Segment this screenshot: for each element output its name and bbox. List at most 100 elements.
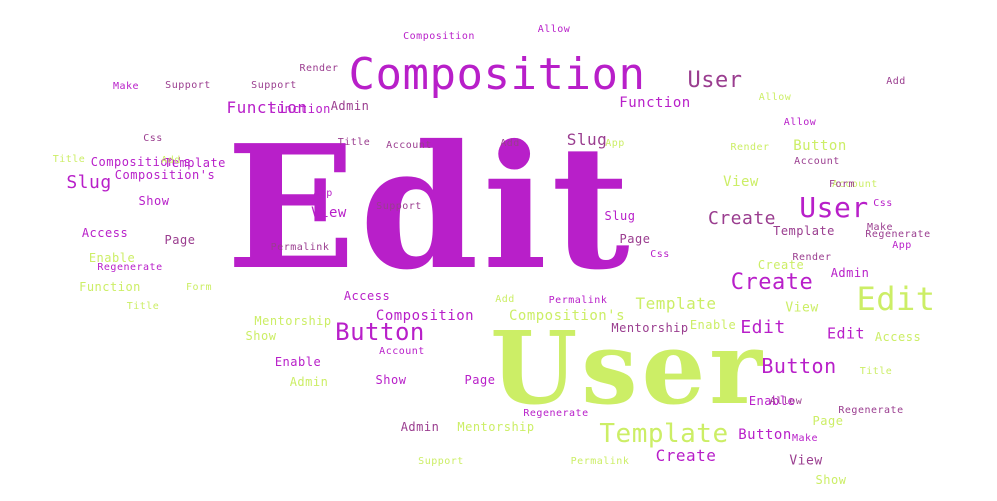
word-composition-s: Composition's [508, 308, 626, 324]
word-make: Make [791, 433, 819, 444]
word-edit: Edit [740, 317, 786, 338]
word-access: Access [343, 289, 391, 303]
word-title: Title [337, 137, 371, 148]
word-slug: Slug [566, 130, 608, 149]
word-regenerate: Regenerate [97, 262, 163, 273]
word-support: Support [418, 456, 464, 467]
word-support: Support [251, 80, 297, 91]
word-function: Function [226, 98, 308, 117]
word-allow: Allow [783, 117, 817, 128]
word-support: Support [376, 201, 422, 212]
word-permalink: Permalink [548, 295, 608, 306]
word-enable: Enable [689, 318, 737, 332]
word-account: Account [386, 140, 432, 151]
word-account: Account [832, 179, 878, 190]
word-make: Make [112, 81, 140, 92]
word-app: App [605, 138, 625, 149]
word-template: Template [773, 224, 835, 238]
word-regenerate: Regenerate [523, 408, 589, 419]
word-allow: Allow [758, 92, 792, 103]
word-view: View [723, 174, 759, 190]
word-template: Template [599, 419, 729, 449]
word-admin: Admin [400, 420, 440, 434]
word-button: Button [793, 138, 847, 154]
word-page: Page [812, 414, 844, 428]
word-page: Page [164, 233, 196, 247]
word-view: View [789, 453, 823, 469]
word-render: Render [730, 142, 770, 153]
word-add: Add [500, 138, 520, 149]
word-show: Show [138, 194, 170, 208]
word-user: User [687, 68, 743, 93]
word-enable: Enable [274, 355, 322, 369]
word-composition: Composition [403, 31, 475, 42]
word-permalink: Permalink [570, 456, 630, 467]
word-render: Render [299, 63, 339, 74]
word-function: Function [269, 102, 331, 116]
word-create: Create [730, 270, 814, 295]
word-app: App [313, 188, 333, 199]
word-page: Page [464, 373, 496, 387]
word-add: Add [495, 294, 515, 305]
word-allow: Allow [769, 396, 803, 407]
word-page: Page [619, 232, 651, 246]
word-app: App [892, 240, 912, 251]
word-mentorship: Mentorship [254, 314, 332, 328]
word-user: User [799, 191, 869, 224]
word-regenerate: Regenerate [865, 229, 931, 240]
word-user: User [490, 309, 766, 427]
word-edit: Edit [856, 280, 936, 318]
word-title: Title [52, 154, 86, 165]
word-add: Add [886, 76, 906, 87]
word-function: Function [619, 95, 691, 111]
word-view: View [311, 205, 347, 221]
word-make: Make [866, 222, 894, 233]
word-css: Css [650, 249, 670, 260]
word-view: View [785, 300, 819, 316]
word-admin: Admin [330, 99, 370, 113]
word-composition-s: Composition's [114, 168, 216, 182]
word-access: Access [81, 226, 129, 240]
word-button: Button [335, 318, 425, 346]
word-regenerate: Regenerate [838, 405, 904, 416]
word-composition-s: Composition's [90, 155, 192, 169]
word-function: Function [79, 280, 141, 294]
word-access: Access [874, 330, 922, 344]
word-template: Template [164, 156, 226, 170]
word-allow: Allow [537, 24, 571, 35]
word-add: Add [161, 155, 181, 166]
word-title: Title [126, 301, 160, 312]
word-create: Create [757, 258, 805, 272]
word-support: Support [165, 80, 211, 91]
word-show: Show [815, 473, 847, 487]
word-admin: Admin [830, 266, 870, 280]
word-account: Account [794, 156, 840, 167]
word-permalink: Permalink [270, 242, 330, 253]
word-enable: Enable [88, 251, 136, 265]
word-slug: Slug [66, 172, 112, 193]
word-mentorship: Mentorship [611, 321, 689, 335]
word-button: Button [761, 354, 837, 378]
word-composition: Composition [348, 49, 646, 100]
word-render: Render [792, 252, 832, 263]
word-show: Show [375, 373, 407, 387]
word-create: Create [707, 208, 777, 229]
word-enable: Enable [748, 394, 796, 408]
word-edit: Edit [226, 108, 634, 308]
word-show: Show [245, 329, 277, 343]
word-button: Button [738, 427, 792, 443]
word-title: Title [859, 366, 893, 377]
word-slug: Slug [604, 209, 636, 223]
word-form: Form [185, 282, 213, 293]
word-account: Account [379, 346, 425, 357]
word-edit: Edit [826, 324, 866, 343]
word-admin: Admin [289, 375, 329, 389]
word-template: Template [635, 294, 717, 313]
word-css: Css [143, 133, 163, 144]
word-form: Form [828, 179, 856, 190]
word-create: Create [655, 446, 717, 465]
word-composition: Composition [375, 308, 475, 324]
word-css: Css [873, 198, 893, 209]
word-mentorship: Mentorship [457, 420, 535, 434]
